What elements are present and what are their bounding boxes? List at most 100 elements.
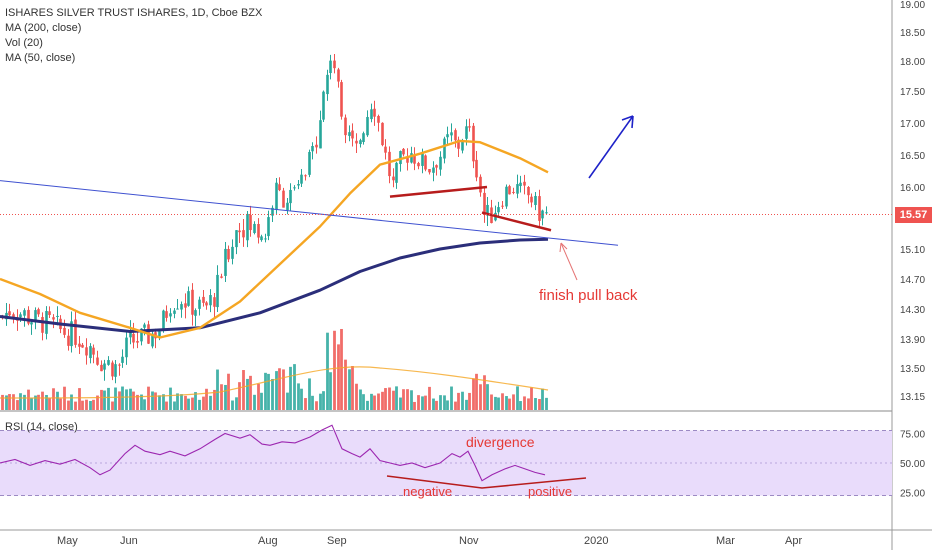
price-tick-label: 14.70 <box>900 275 925 286</box>
candle-body <box>249 214 252 231</box>
volume-bar <box>220 384 223 410</box>
candle-body <box>388 151 391 177</box>
candle-body <box>16 319 19 321</box>
moving-averages <box>0 139 549 339</box>
time-tick-label: Aug <box>258 535 278 547</box>
volume-bar <box>297 383 300 410</box>
candle-body <box>111 362 114 377</box>
volume-bar <box>165 401 168 410</box>
volume-bar <box>410 390 413 410</box>
volume-bar <box>249 375 252 410</box>
volume-bar <box>48 398 51 410</box>
candle-body <box>8 311 11 316</box>
volume-bar <box>198 399 201 410</box>
volume-bar <box>527 398 530 410</box>
rsi-divergence-line <box>386 475 587 489</box>
volume-bar <box>180 394 183 410</box>
volume-bar <box>173 401 176 410</box>
volume-bar <box>333 330 336 410</box>
candle-body <box>100 364 103 372</box>
volume-bar <box>483 375 486 410</box>
up-arrow-head-icon <box>621 115 634 129</box>
volume-bar <box>194 392 197 410</box>
candle-body <box>351 130 354 139</box>
volume-bar <box>92 399 95 410</box>
legend-volume[interactable]: Vol (20) <box>5 37 43 49</box>
candle-body <box>337 69 340 82</box>
candle-body <box>27 309 30 324</box>
volume-bar <box>41 391 44 410</box>
candle-body <box>319 120 322 149</box>
price-tick-label: 13.50 <box>900 364 925 375</box>
price-tick-label: 18.00 <box>900 57 925 68</box>
volume-bar <box>417 395 420 410</box>
ma50-line <box>0 139 549 339</box>
candle-body <box>173 310 176 314</box>
candle-body <box>34 310 37 323</box>
candle-body <box>300 174 303 184</box>
volume-bar <box>465 399 468 410</box>
volume-bar <box>27 389 30 410</box>
candle-body <box>497 207 500 213</box>
volume-bar <box>246 378 249 410</box>
candle-body <box>428 169 431 173</box>
candle-body <box>435 165 438 168</box>
time-tick-label: May <box>57 535 78 547</box>
chart-legend: ISHARES SILVER TRUST ISHARES, 1D, Cboe B… <box>5 6 262 66</box>
candle-body <box>421 153 424 166</box>
candle-body <box>107 360 110 365</box>
trend-line <box>0 180 619 246</box>
volume-bar <box>322 391 325 410</box>
volume-ma-line <box>0 366 549 399</box>
volume-bar <box>202 396 205 410</box>
volume-bar <box>89 400 92 410</box>
legend-ma200[interactable]: MA (200, close) <box>5 22 82 34</box>
volume-bar <box>176 393 179 410</box>
rsi-legend[interactable]: RSI (14, close) <box>5 421 78 433</box>
candle-body <box>140 328 143 342</box>
price-tick-label: 15.10 <box>900 245 925 256</box>
volume-bar <box>355 383 358 410</box>
volume-bar <box>351 366 354 410</box>
candle-body <box>242 230 245 238</box>
candle-body <box>227 249 230 260</box>
candle-body <box>472 125 475 162</box>
candle-body <box>355 140 358 144</box>
rsi-line <box>0 424 546 482</box>
volume-bar <box>370 393 373 410</box>
candle-body <box>114 364 117 377</box>
volume-bar <box>260 392 263 410</box>
price-tick-label: 16.00 <box>900 183 925 194</box>
candle-body <box>260 236 263 241</box>
candle-body <box>132 333 135 343</box>
time-tick-label: Nov <box>459 535 479 547</box>
candle-body <box>366 116 369 136</box>
candle-body <box>213 297 216 307</box>
candle-body <box>465 126 468 139</box>
candle-body <box>96 357 99 365</box>
volume-bar <box>140 394 143 410</box>
candle-body <box>231 246 234 259</box>
candle-body <box>344 117 347 136</box>
candle-body <box>545 212 548 214</box>
price-tick-label: 13.15 <box>900 392 925 403</box>
candle-body <box>359 140 362 145</box>
candle-body <box>454 130 457 141</box>
volume-bar <box>461 391 464 410</box>
last-price-badge: 15.57 <box>895 207 932 223</box>
price-tick-label: 18.50 <box>900 28 925 39</box>
candle-body <box>297 184 300 186</box>
volume-bar <box>238 382 241 410</box>
volume-bar <box>381 391 384 410</box>
volume-bar <box>406 389 409 410</box>
legend-ma50[interactable]: MA (50, close) <box>5 52 76 64</box>
candle-body <box>235 230 238 248</box>
candle-body <box>56 315 59 317</box>
volume-bar <box>311 395 314 410</box>
candle-body <box>63 327 66 335</box>
volume-bar <box>326 332 329 410</box>
candle-body <box>41 317 44 333</box>
candle-body <box>30 322 33 325</box>
time-tick-label: 2020 <box>584 535 608 547</box>
